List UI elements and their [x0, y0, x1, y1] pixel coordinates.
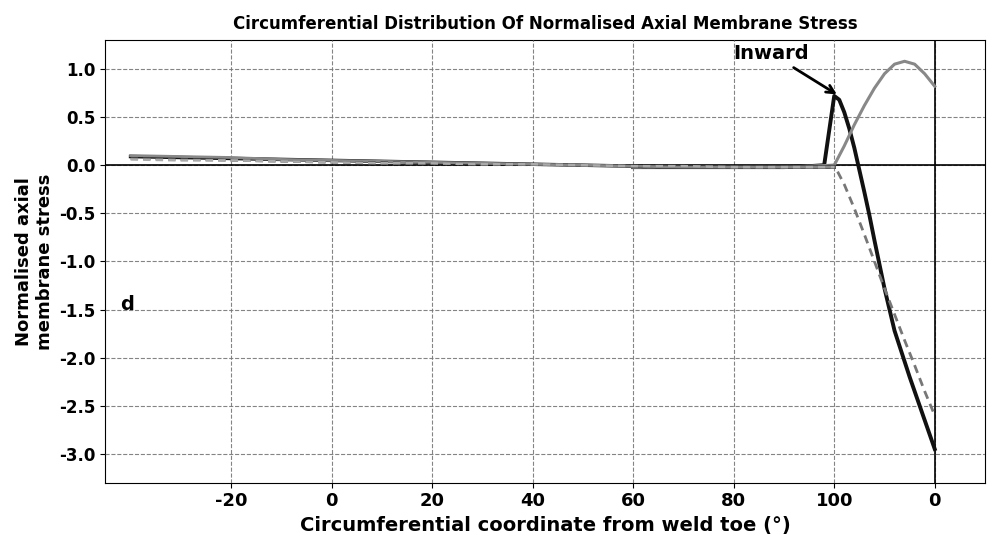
- Text: d: d: [121, 295, 134, 313]
- Y-axis label: Normalised axial
membrane stress: Normalised axial membrane stress: [15, 173, 54, 350]
- Text: Inward: Inward: [734, 45, 834, 93]
- Title: Circumferential Distribution Of Normalised Axial Membrane Stress: Circumferential Distribution Of Normalis…: [233, 15, 858, 33]
- X-axis label: Circumferential coordinate from weld toe (°): Circumferential coordinate from weld toe…: [300, 516, 791, 535]
